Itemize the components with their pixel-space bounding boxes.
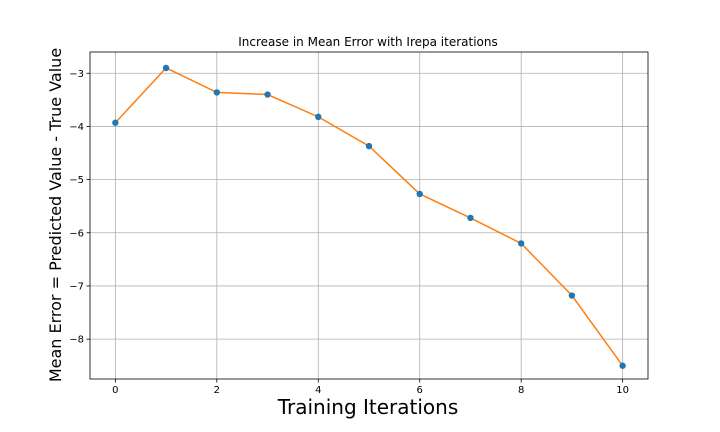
y-axis-label: Mean Error = Predicted Value - True Valu… <box>46 48 65 382</box>
data-point <box>619 362 626 369</box>
ticks: 0 2 4 6 8 10 −3 −4 −5 −6 −7 −8 <box>69 69 629 396</box>
data-point <box>264 91 271 98</box>
data-point <box>315 113 322 121</box>
y-tick-label: −7 <box>69 281 84 292</box>
axes <box>89 51 649 380</box>
series-layer <box>112 64 626 369</box>
x-tick-label: 2 <box>214 385 220 396</box>
chart-title: Increase in Mean Error with Irepa iterat… <box>238 35 498 49</box>
x-tick-label: 6 <box>417 385 423 396</box>
plot-frame <box>89 51 649 380</box>
grid <box>90 52 648 379</box>
x-axis-label: Training Iterations <box>277 395 459 419</box>
x-tick-label: 8 <box>518 385 524 396</box>
data-point <box>467 214 474 222</box>
x-tick-label: 10 <box>616 385 629 396</box>
x-tick-label: 4 <box>315 385 321 396</box>
x-tick-label: 0 <box>112 385 118 396</box>
data-point <box>568 292 576 299</box>
data-point <box>162 64 170 72</box>
series-line <box>114 67 624 367</box>
y-tick-label: −6 <box>69 228 84 239</box>
data-point <box>112 119 119 126</box>
y-tick-label: −5 <box>69 175 84 186</box>
y-tick-label: −8 <box>69 335 84 346</box>
data-point <box>213 89 221 96</box>
data-point <box>416 190 423 198</box>
data-point <box>517 240 525 247</box>
data-point <box>365 142 373 150</box>
y-tick-label: −3 <box>69 69 84 80</box>
y-tick-label: −4 <box>69 122 84 133</box>
